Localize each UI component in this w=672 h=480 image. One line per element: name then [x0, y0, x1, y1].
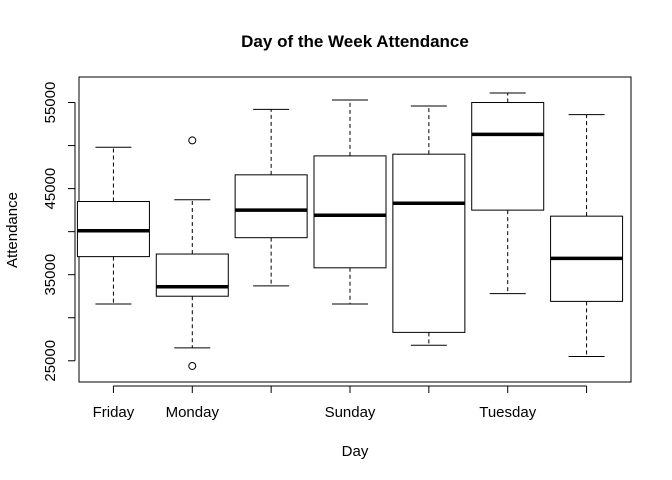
iqr-box — [392, 153, 466, 333]
outlier-point — [188, 136, 197, 145]
iqr-box — [234, 174, 308, 239]
iqr-box — [313, 155, 387, 269]
y-tick-label: 25000 — [42, 340, 59, 382]
y-tick-label: 35000 — [42, 254, 59, 296]
iqr-box — [155, 253, 229, 297]
y-tick-label: 45000 — [42, 168, 59, 210]
x-tick-label: Friday — [93, 404, 135, 421]
x-tick-label: Sunday — [325, 404, 376, 421]
box-unlabeled-3 — [234, 108, 308, 287]
x-axis: Friday Monday Sunday Tuesday — [93, 385, 588, 421]
box-friday — [76, 146, 150, 305]
outlier-point — [188, 361, 197, 370]
box-monday — [155, 136, 229, 370]
box-unlabeled-5 — [392, 105, 466, 346]
box-tuesday — [471, 92, 545, 295]
iqr-box — [471, 102, 545, 211]
x-tick-label: Tuesday — [479, 404, 536, 421]
y-tick-label: 55000 — [42, 82, 59, 124]
chart-title: Day of the Week Attendance — [241, 32, 469, 51]
x-tick-label: Monday — [166, 404, 220, 421]
x-axis-label: Day — [342, 443, 369, 460]
y-axis: 25000 35000 45000 55000 — [42, 82, 76, 382]
box-sunday — [313, 99, 387, 305]
boxes-group — [76, 92, 624, 370]
y-axis-label: Attendance — [4, 192, 21, 268]
box-unlabeled-7 — [550, 114, 624, 357]
